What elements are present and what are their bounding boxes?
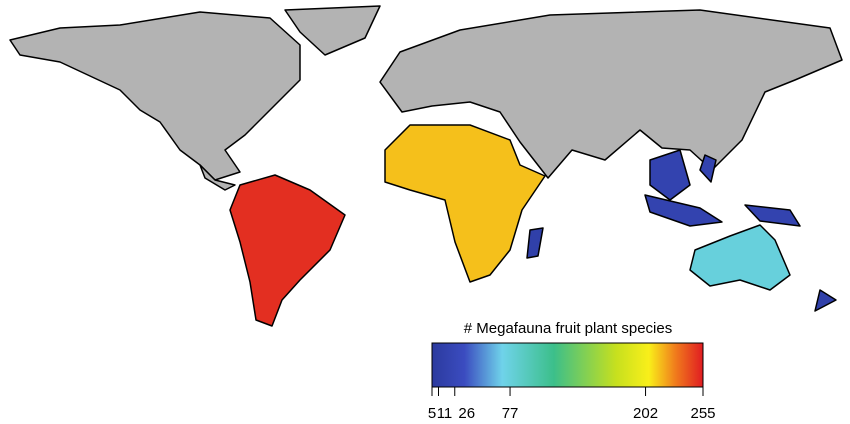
tick-label: 202 xyxy=(633,405,658,422)
colorbar xyxy=(431,342,704,388)
africa xyxy=(384,124,546,283)
tick-label: 26 xyxy=(458,405,475,422)
madagascar xyxy=(526,227,544,259)
philippines xyxy=(699,154,717,183)
tick-label: 5 xyxy=(428,405,436,422)
new-guinea xyxy=(744,204,801,227)
tick-label: 255 xyxy=(690,405,715,422)
greenland xyxy=(284,5,381,56)
eurasia xyxy=(379,9,843,179)
south-america xyxy=(229,174,346,327)
indonesia xyxy=(644,194,723,227)
new-zealand xyxy=(814,289,837,312)
southeast-asia xyxy=(649,149,691,201)
tick-label: 11 xyxy=(437,405,453,422)
australia xyxy=(689,224,791,291)
tick-label: 77 xyxy=(502,405,519,422)
central-america xyxy=(199,164,236,191)
north-america xyxy=(9,11,301,181)
legend-title: # Megafauna fruit plant species xyxy=(464,320,672,337)
